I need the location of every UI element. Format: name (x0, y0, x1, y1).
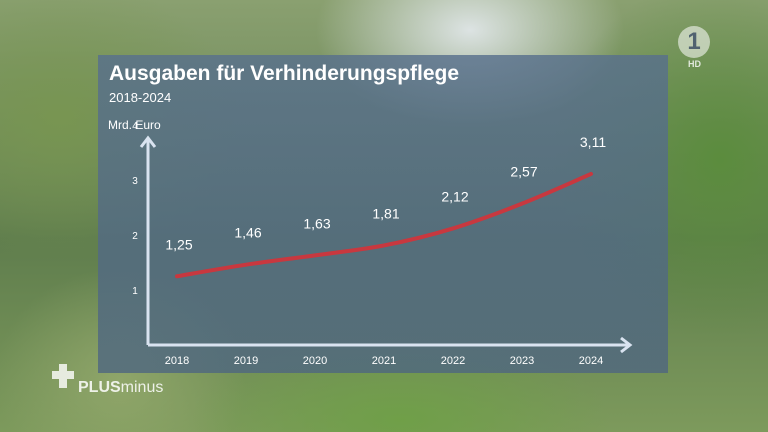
x-tick-label: 2022 (441, 355, 465, 367)
chart-title: Ausgaben für Verhinderungspflege (109, 62, 460, 85)
y-axis-label: Mrd. Euro (108, 118, 161, 132)
ard-one-logo-icon: 1 HD (678, 26, 718, 72)
logo-circle (678, 26, 710, 58)
x-tick-label: 2019 (234, 355, 258, 367)
x-tick-label: 2021 (372, 355, 396, 367)
data-label: 1,25 (165, 236, 192, 252)
data-label: 3,11 (580, 134, 606, 150)
chart-panel (98, 55, 668, 373)
data-label: 2,57 (510, 164, 537, 180)
data-label: 2,12 (441, 188, 468, 204)
brand-minus-text: minus (120, 379, 164, 396)
data-label: 1,63 (303, 215, 330, 231)
x-axis-arrow (620, 336, 633, 354)
y-tick-label: 4 (132, 121, 138, 132)
plus-cross-icon (52, 364, 74, 388)
data-label: 1,81 (372, 205, 399, 221)
logo-number: 1 (687, 28, 701, 55)
y-tick-label: 3 (132, 176, 138, 187)
brand-plus-text: PLUS (78, 379, 121, 396)
x-tick-label: 2020 (303, 355, 327, 367)
x-tick-label: 2023 (510, 355, 534, 367)
x-tick-label: 2018 (165, 355, 189, 367)
y-tick-label: 2 (132, 231, 138, 242)
plusminus-brand: PLUSminus (50, 362, 190, 402)
hd-badge: HD (688, 59, 701, 69)
y-tick-label: 1 (132, 286, 138, 297)
data-label: 1,46 (234, 225, 261, 241)
x-tick-label: 2024 (579, 355, 603, 367)
y-axis-arrow (139, 135, 157, 148)
chart-subtitle: 2018-2024 (109, 90, 172, 105)
brand-wordmark: PLUSminus (78, 379, 163, 397)
